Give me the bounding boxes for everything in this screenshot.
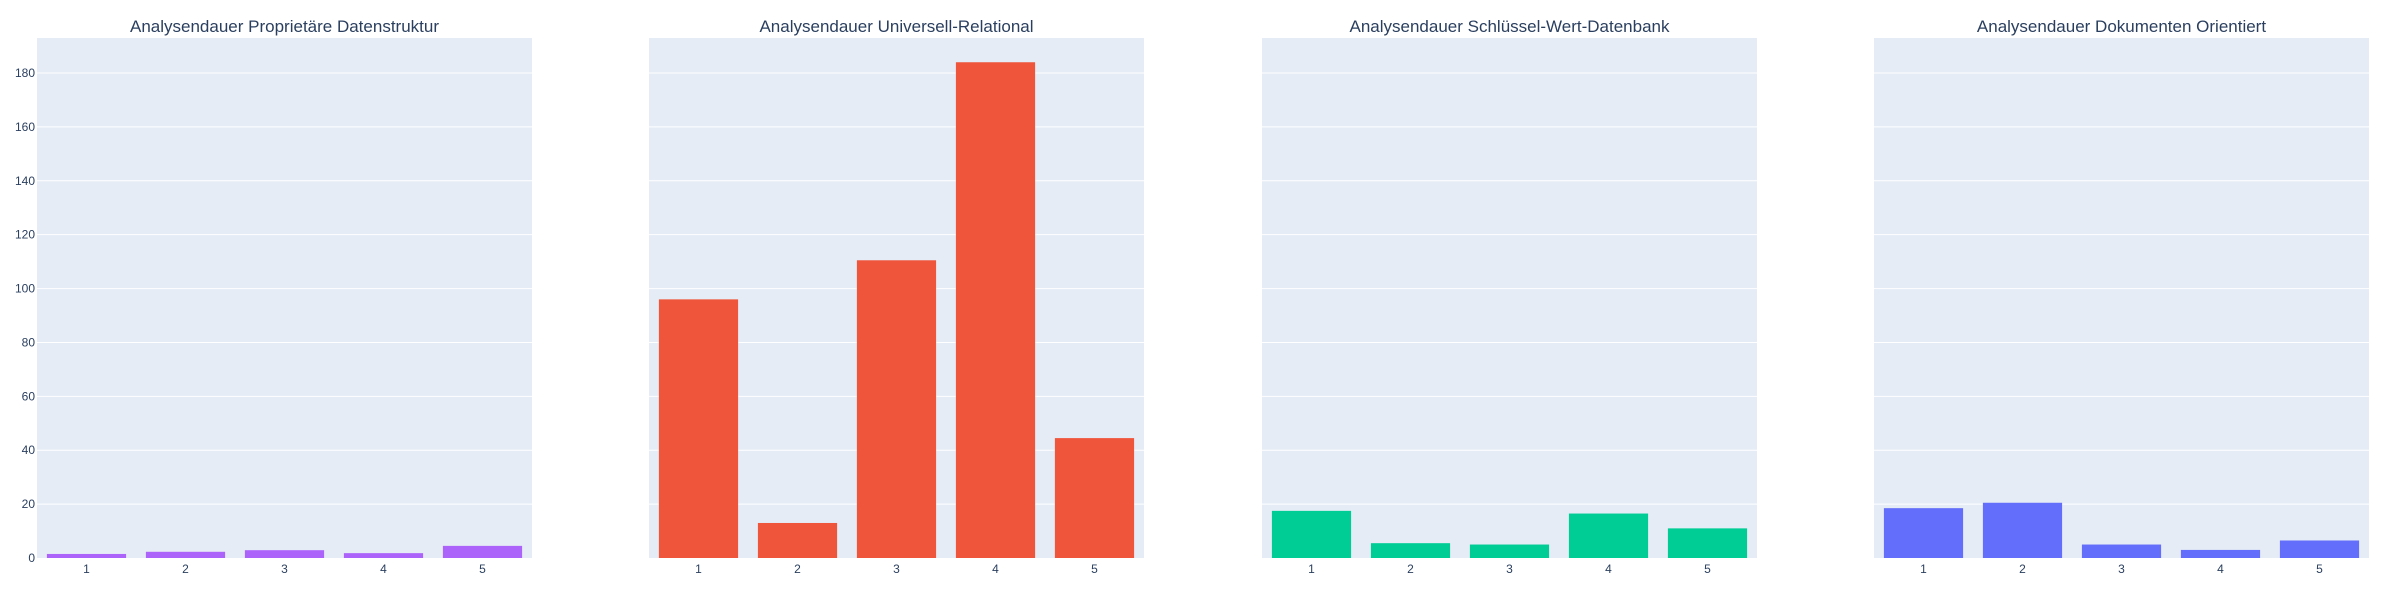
plot-background: [37, 38, 532, 558]
bar: [343, 553, 424, 558]
x-tick-label: 4: [1605, 562, 1612, 576]
subplot-title: Analysendauer Dokumenten Orientiert: [1977, 17, 2266, 36]
x-tick-label: 5: [1704, 562, 1711, 576]
bar: [1667, 528, 1748, 558]
plot-background: [1874, 38, 2369, 558]
subplot-1: 0 20 40 60 80 100 120 140 160 180 1 2 3 4 5 Analysendau…: [15, 17, 532, 576]
x-tick-label: 2: [2019, 562, 2026, 576]
x-tick-label: 3: [281, 562, 288, 576]
x-tick-label: 3: [1506, 562, 1513, 576]
subplot-title: Analysendauer Proprietäre Datenstruktur: [130, 17, 439, 36]
x-tick-label: 2: [1407, 562, 1414, 576]
x-tick-label: 4: [380, 562, 387, 576]
subplot-3: 1 2 3 4 5 Analysendauer Schlüssel-Wert-Datenb…: [1262, 17, 1757, 576]
y-tick-label: 120: [15, 228, 35, 242]
x-tick-label: 3: [893, 562, 900, 576]
x-tick-label: 5: [479, 562, 486, 576]
x-tick-label: 5: [2316, 562, 2323, 576]
y-tick-label: 160: [15, 120, 35, 134]
x-tick-label: 1: [1308, 562, 1315, 576]
x-tick-label: 5: [1091, 562, 1098, 576]
subplot-2: 1 2 3 4 5 Analysendauer Universell-Relational: [649, 17, 1144, 576]
bar: [46, 553, 127, 558]
y-tick-label: 60: [22, 389, 36, 403]
bar: [1883, 508, 1964, 558]
bar: [658, 299, 739, 558]
plot-background: [1262, 38, 1757, 558]
bar: [1370, 543, 1451, 558]
bar: [757, 522, 838, 558]
y-tick-label: 40: [22, 443, 36, 457]
x-tick-label: 1: [1920, 562, 1927, 576]
bar: [2081, 544, 2162, 558]
subplot-4: 1 2 3 4 5 Analysendauer Dokumenten Orientiert: [1874, 17, 2369, 576]
x-tick-label: 2: [794, 562, 801, 576]
y-tick-label: 20: [22, 497, 36, 511]
y-tick-label: 180: [15, 66, 35, 80]
y-tick-label: 140: [15, 174, 35, 188]
x-tick-label: 4: [2217, 562, 2224, 576]
y-tick-label: 100: [15, 282, 35, 296]
bar: [1271, 510, 1352, 558]
x-tick-label: 1: [695, 562, 702, 576]
x-tick-label: 4: [992, 562, 999, 576]
bar: [1982, 502, 2063, 558]
bar: [1469, 544, 1550, 558]
y-tick-label: 80: [22, 335, 36, 349]
x-tick-label: 1: [83, 562, 90, 576]
subplot-title: Analysendauer Universell-Relational: [759, 17, 1033, 36]
x-tick-label: 3: [2118, 562, 2125, 576]
bar: [2279, 540, 2360, 558]
bar: [145, 551, 226, 558]
subplot-title: Analysendauer Schlüssel-Wert-Datenbank: [1349, 17, 1670, 36]
bar: [244, 550, 325, 558]
bar: [1054, 438, 1135, 558]
bar: [955, 62, 1036, 558]
bar: [442, 545, 523, 558]
y-tick-label: 0: [28, 551, 35, 565]
bar: [2180, 549, 2261, 558]
bar: [856, 260, 937, 558]
bar: [1568, 513, 1649, 558]
x-tick-label: 2: [182, 562, 189, 576]
